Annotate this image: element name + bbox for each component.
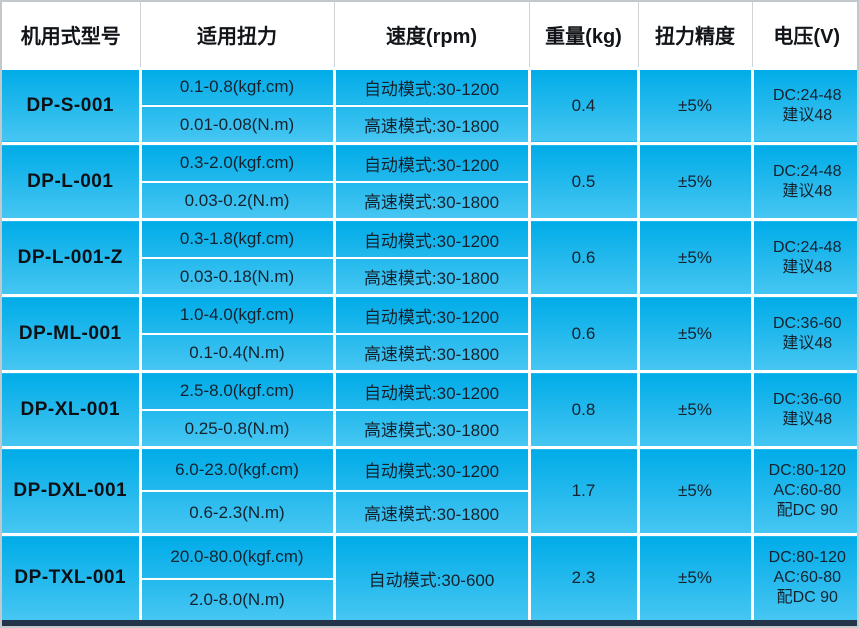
weight-cell: 1.7 [527, 446, 640, 537]
voltage-line: 建议48 [782, 258, 833, 276]
model-cell: DP-TXL-001 [2, 533, 142, 620]
header-torque: 适用扭力 [139, 2, 334, 68]
model-cell: DP-DXL-001 [2, 446, 142, 537]
speed-auto-cell: 自动模式:30-1200 [332, 294, 531, 335]
precision-cell: ±5% [636, 66, 754, 146]
precision-cell: ±5% [636, 142, 754, 222]
table-row: DP-TXL-001 20.0-80.0(kgf.cm) 自动模式:30-600 2.… [2, 533, 857, 620]
voltage-cell: DC:36-60 建议48 [750, 294, 857, 374]
table-subrow: 0.25-0.8(N.m) 高速模式:30-1800 [2, 408, 857, 450]
weight-cell: 0.5 [527, 142, 640, 222]
table-row: DP-L-001 0.3-2.0(kgf.cm) 自动模式:30-1200 0.5 ±5… [2, 142, 857, 222]
voltage-line: 配DC 90 [776, 589, 838, 607]
torque-nm-cell: 2.0-8.0(N.m) [140, 577, 334, 620]
model-cell: DP-XL-001 [2, 370, 142, 450]
header-precision: 扭力精度 [637, 2, 752, 68]
model-cell: DP-S-001 [2, 66, 142, 146]
torque-kgf-cell: 0.3-1.8(kgf.cm) [138, 218, 336, 259]
speed-auto-cell: 自动模式:30-1200 [332, 370, 531, 411]
voltage-cell: DC:36-60 建议48 [750, 370, 857, 450]
header-voltage: 电压(V) [751, 2, 857, 68]
voltage-line: DC:24-48 [773, 238, 842, 256]
speed-high-cell: 高速模式:30-1800 [332, 180, 529, 222]
precision-cell: ±5% [636, 446, 754, 537]
table-subrow: 0.03-0.2(N.m) 高速模式:30-1800 [2, 180, 857, 222]
torque-nm-cell: 0.03-0.2(N.m) [140, 180, 336, 222]
voltage-cell: DC:80-120 AC:60-80 配DC 90 [750, 446, 857, 537]
voltage-cell: DC:24-48 建议48 [750, 66, 857, 146]
speed-auto-cell: 自动模式:30-1200 [332, 446, 531, 493]
precision-cell: ±5% [636, 533, 754, 620]
table-row: DP-DXL-001 6.0-23.0(kgf.cm) 自动模式:30-1200 1.… [2, 446, 857, 537]
table-subrow: 0.03-0.18(N.m) 高速模式:30-1800 [2, 256, 857, 298]
precision-cell: ±5% [636, 218, 754, 298]
voltage-line: DC:24-48 [773, 86, 842, 104]
table-subrow: 0.6-2.3(N.m) 高速模式:30-1800 [2, 490, 857, 537]
voltage-line: DC:80-120 [768, 549, 846, 567]
torque-nm-cell: 0.6-2.3(N.m) [140, 490, 336, 537]
voltage-line: 建议48 [782, 106, 833, 124]
torque-nm-cell: 0.1-0.4(N.m) [140, 332, 336, 374]
voltage-line: DC:36-60 [773, 314, 842, 332]
speed-auto-cell: 自动模式:30-1200 [332, 218, 531, 259]
table-row: DP-ML-001 1.0-4.0(kgf.cm) 自动模式:30-1200 0.6 ±… [2, 294, 857, 374]
table-subrow: 2.0-8.0(N.m) [2, 577, 857, 620]
torque-kgf-cell: 1.0-4.0(kgf.cm) [138, 294, 336, 335]
header-row: 机用式型号 适用扭力 速度(rpm) 重量(kg) 扭力精度 电压(V) [2, 2, 857, 68]
voltage-cell: DC:80-120 AC:60-80 配DC 90 [750, 533, 857, 620]
weight-cell: 0.4 [527, 66, 640, 146]
torque-kgf-cell: 0.1-0.8(kgf.cm) [138, 66, 336, 107]
speed-auto-cell: 自动模式:30-600 [332, 533, 531, 620]
bottom-bar [2, 620, 857, 626]
speed-auto-cell: 自动模式:30-1200 [332, 66, 531, 107]
voltage-line: 建议48 [782, 410, 833, 428]
speed-high-cell: 高速模式:30-1800 [332, 104, 529, 146]
model-cell: DP-L-001-Z [2, 218, 142, 298]
torque-kgf-cell: 6.0-23.0(kgf.cm) [138, 446, 336, 493]
weight-cell: 2.3 [527, 533, 640, 620]
precision-cell: ±5% [636, 294, 754, 374]
table-row: DP-L-001-Z 0.3-1.8(kgf.cm) 自动模式:30-1200 0.6… [2, 218, 857, 298]
voltage-cell: DC:24-48 建议48 [750, 218, 857, 298]
voltage-line: 配DC 90 [776, 502, 838, 520]
header-model: 机用式型号 [2, 2, 140, 68]
voltage-cell: DC:24-48 建议48 [750, 142, 857, 222]
torque-nm-cell: 0.25-0.8(N.m) [140, 408, 336, 450]
table-subrow: 0.1-0.4(N.m) 高速模式:30-1800 [2, 332, 857, 374]
model-cell: DP-ML-001 [2, 294, 142, 374]
weight-cell: 0.6 [527, 218, 640, 298]
torque-kgf-cell: 20.0-80.0(kgf.cm) [138, 533, 336, 580]
torque-kgf-cell: 2.5-8.0(kgf.cm) [138, 370, 336, 411]
voltage-line: DC:36-60 [773, 390, 842, 408]
spec-table-wrap: 机用式型号 适用扭力 速度(rpm) 重量(kg) 扭力精度 电压(V) DP-S-001… [2, 2, 857, 620]
speed-high-cell: 高速模式:30-1800 [332, 408, 529, 450]
torque-nm-cell: 0.03-0.18(N.m) [140, 256, 336, 298]
weight-cell: 0.8 [527, 370, 640, 450]
table-row: DP-XL-001 2.5-8.0(kgf.cm) 自动模式:30-1200 0.8 ±… [2, 370, 857, 450]
table-row: DP-S-001 0.1-0.8(kgf.cm) 自动模式:30-1200 0.4 ±5… [2, 66, 857, 146]
voltage-line: 建议48 [782, 334, 833, 352]
speed-high-cell: 高速模式:30-1800 [332, 332, 529, 374]
voltage-line: DC:80-120 [768, 462, 846, 480]
weight-cell: 0.6 [527, 294, 640, 374]
voltage-line: 建议48 [782, 182, 833, 200]
voltage-line: DC:24-48 [773, 162, 842, 180]
speed-high-cell: 高速模式:30-1800 [332, 256, 529, 298]
header-speed: 速度(rpm) [333, 2, 529, 68]
model-cell: DP-L-001 [2, 142, 142, 222]
table-subrow: 0.01-0.08(N.m) 高速模式:30-1800 [2, 104, 857, 146]
precision-cell: ±5% [636, 370, 754, 450]
torque-kgf-cell: 0.3-2.0(kgf.cm) [138, 142, 336, 183]
voltage-line: AC:60-80 [773, 569, 842, 587]
speed-high-cell: 高速模式:30-1800 [332, 490, 529, 537]
torque-nm-cell: 0.01-0.08(N.m) [140, 104, 336, 146]
speed-auto-cell: 自动模式:30-1200 [332, 142, 531, 183]
table-body: DP-S-001 0.1-0.8(kgf.cm) 自动模式:30-1200 0.4 ±5… [2, 66, 857, 620]
voltage-line: AC:60-80 [773, 482, 842, 500]
header-weight: 重量(kg) [528, 2, 638, 68]
